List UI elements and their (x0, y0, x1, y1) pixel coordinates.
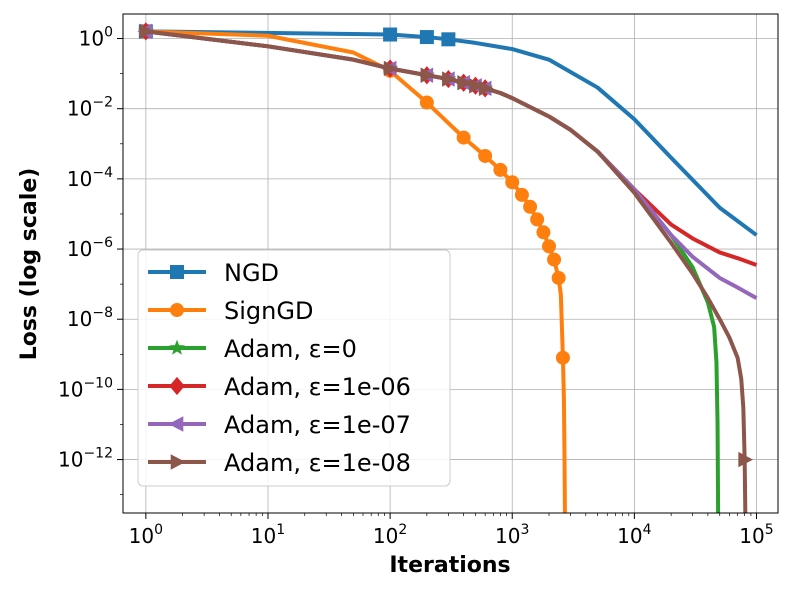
legend-label: Adam, ε=1e-08 (224, 449, 411, 477)
data-point (383, 27, 398, 42)
data-point (551, 270, 566, 285)
data-point (383, 60, 399, 77)
data-point (547, 252, 562, 267)
y-tick-label: 10−10 (58, 375, 113, 401)
legend-marker (169, 339, 185, 355)
data-point (555, 350, 570, 365)
data-point (441, 32, 456, 47)
series-layer (137, 22, 758, 513)
x-tick-label: 104 (617, 522, 651, 548)
series-group (139, 23, 754, 513)
data-point (457, 75, 473, 91)
legend-marker (169, 376, 185, 396)
data-point (542, 239, 557, 254)
y-tick-label: 10−4 (67, 165, 113, 191)
y-tick-label: 10−12 (58, 446, 113, 472)
data-point (419, 95, 434, 110)
data-point (536, 225, 551, 240)
y-tick-label: 10−8 (67, 305, 113, 331)
data-point (442, 71, 457, 87)
series-group (138, 24, 758, 237)
legend-box (137, 249, 451, 487)
legend-marker (170, 303, 184, 317)
series-line (145, 29, 758, 237)
legend-label: Adam, ε=0 (224, 335, 357, 363)
data-point (514, 187, 529, 202)
data-point (530, 212, 545, 227)
legend-label: NGD (224, 259, 279, 287)
x-axis-label: Iterations (389, 553, 510, 578)
x-tick-label: 105 (739, 522, 773, 548)
data-point (523, 199, 538, 214)
legend: NGD SignGD Adam, ε=0 Adam, ε=1e-06 Adam, ε=1… (137, 249, 451, 487)
data-point (738, 451, 754, 468)
legend-label: Adam, ε=1e-07 (224, 411, 411, 439)
legend-marker (170, 265, 184, 279)
legend-marker (168, 416, 184, 432)
y-tick-label: 100 (79, 25, 113, 51)
data-point (456, 130, 471, 145)
data-point (420, 67, 436, 83)
data-point (505, 175, 520, 190)
data-point (419, 30, 434, 45)
data-point (493, 162, 508, 177)
data-point (469, 78, 484, 94)
legend-marker (170, 454, 186, 470)
legend-label: SignGD (224, 297, 313, 325)
data-point (139, 23, 155, 40)
axes-layer: 100 101 102 103 104 105 100 10−2 10−4 10−6 10−8 10−… (58, 13, 779, 548)
data-point (478, 80, 494, 97)
x-tick-label: 102 (373, 522, 407, 548)
legend-label: Adam, ε=1e-06 (224, 373, 411, 401)
axes-frame (122, 13, 779, 514)
x-tick-label: 100 (129, 522, 163, 548)
x-tick-label: 101 (251, 522, 285, 548)
y-tick-label: 10−6 (67, 235, 113, 261)
y-axis-label: Loss (log scale) (17, 168, 42, 361)
x-tick-label: 103 (495, 522, 529, 548)
y-tick-label: 10−2 (67, 95, 113, 121)
data-point (478, 148, 493, 163)
